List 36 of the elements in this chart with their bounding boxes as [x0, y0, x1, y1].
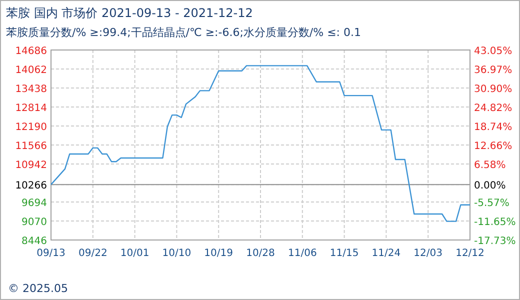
xtick: 09/13 [36, 248, 66, 259]
xtick: 10/28 [246, 248, 275, 259]
ytick: 11566 [15, 141, 47, 152]
y2tick: 6.58% [474, 160, 506, 171]
y2tick: 36.97% [474, 65, 512, 76]
ytick: 12190 [15, 122, 47, 133]
xtick: 09/22 [78, 248, 108, 259]
y2tick: 30.90% [474, 84, 512, 95]
ytick: 14686 [15, 46, 47, 57]
xtick: 11/24 [372, 248, 401, 259]
xtick: 11/06 [288, 248, 317, 259]
ytick: 13438 [15, 84, 47, 95]
ytick: 14062 [15, 65, 47, 76]
y2tick: 24.82% [474, 102, 512, 114]
ytick: 9070 [22, 217, 47, 228]
subtitle: 苯胺质量分数/% ≥:99.4;干品结晶点/℃ ≥:-6.6;水分质量分数/% ≤: 0.1 [6, 26, 361, 39]
xtick: 10/10 [162, 248, 192, 259]
y2tick: -5.57% [474, 198, 510, 209]
ytick: 10266 [15, 180, 47, 192]
xtick: 11/15 [330, 248, 359, 259]
y2tick: 43.05% [474, 46, 512, 57]
xtick: 10/01 [120, 248, 150, 259]
title: 苯胺 国内 市场价 2021-09-13 - 2021-12-12 [6, 6, 253, 20]
ytick: 10942 [15, 160, 47, 171]
xtick: 12/12 [456, 248, 484, 259]
annotation: © 2025.05 [8, 282, 68, 295]
ytick: 8446 [22, 236, 47, 247]
ytick: 9694 [22, 198, 47, 209]
ytick: 12814 [15, 103, 47, 114]
y2tick: -17.73% [474, 236, 516, 247]
xtick: 12/03 [414, 248, 443, 259]
y2tick: 0.00% [474, 180, 506, 192]
y2tick: -11.65% [474, 217, 516, 228]
xtick: 10/19 [204, 248, 234, 259]
y2tick: 18.74% [474, 122, 512, 133]
y2tick: 12.66% [474, 141, 512, 152]
